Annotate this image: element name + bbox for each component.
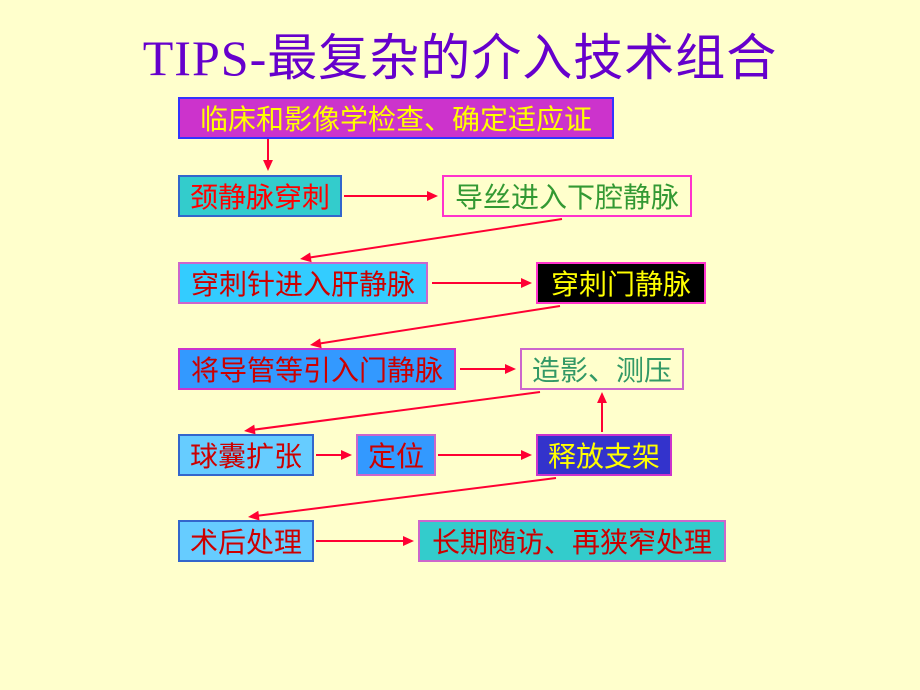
- node-catheter-portal: 将导管等引入门静脉: [178, 348, 456, 390]
- node-positioning: 定位: [356, 434, 436, 476]
- node-needle-hepatic: 穿刺针进入肝静脉: [178, 262, 428, 304]
- node-label: 穿刺门静脉: [551, 263, 691, 303]
- node-label: 将导管等引入门静脉: [191, 349, 443, 389]
- node-label: 长期随访、再狭窄处理: [432, 521, 712, 561]
- node-puncture-portal: 穿刺门静脉: [536, 262, 706, 304]
- node-jugular-puncture: 颈静脉穿刺: [178, 175, 342, 217]
- node-label: 导丝进入下腔静脉: [455, 176, 679, 216]
- node-label: 颈静脉穿刺: [190, 176, 330, 216]
- node-postop: 术后处理: [178, 520, 314, 562]
- node-label: 临床和影像学检查、确定适应证: [200, 98, 592, 138]
- node-clinical-imaging: 临床和影像学检查、确定适应证: [178, 97, 614, 139]
- node-stent-release: 释放支架: [536, 434, 672, 476]
- node-angiography: 造影、测压: [520, 348, 684, 390]
- node-label: 释放支架: [548, 435, 660, 475]
- node-label: 造影、测压: [532, 349, 672, 389]
- flowchart-canvas: 临床和影像学检查、确定适应证 颈静脉穿刺 导丝进入下腔静脉 穿刺针进入肝静脉 穿…: [0, 0, 920, 690]
- node-label: 球囊扩张: [190, 435, 302, 475]
- node-followup: 长期随访、再狭窄处理: [418, 520, 726, 562]
- node-balloon-dilation: 球囊扩张: [178, 434, 314, 476]
- node-label: 定位: [368, 435, 424, 475]
- node-guidewire-ivc: 导丝进入下腔静脉: [442, 175, 692, 217]
- node-label: 穿刺针进入肝静脉: [191, 263, 415, 303]
- node-label: 术后处理: [190, 521, 302, 561]
